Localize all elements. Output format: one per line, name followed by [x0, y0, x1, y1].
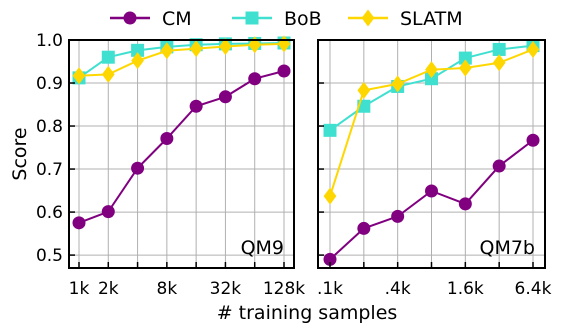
- ticks-qm9: 0.5 0.6 0.7 0.8 0.9 1.0 1k 2k 8k 32k 128k: [36, 31, 305, 299]
- series-qm7b: [323, 39, 540, 266]
- legend-label: SLATM: [400, 8, 463, 30]
- data-point-cm: [72, 216, 86, 230]
- y-axis-label: Score: [9, 127, 31, 180]
- panel-annotation-qm9: QM9: [241, 237, 284, 259]
- legend-entry-slatm: SLATM: [348, 8, 463, 30]
- panel-qm9: 0.5 0.6 0.7 0.8 0.9 1.0 1k 2k 8k 32k 128k QM9: [36, 31, 305, 299]
- data-point-cm: [101, 205, 115, 219]
- data-point-slatm: [323, 187, 337, 205]
- data-point-slatm: [219, 37, 232, 55]
- data-point-bob: [323, 123, 337, 137]
- data-point-bob: [492, 42, 506, 56]
- legend-marker: [245, 11, 259, 25]
- data-point-cm: [357, 221, 371, 235]
- legend-entry-cm: CM: [110, 8, 192, 30]
- x-tick-label: .4k: [385, 279, 411, 299]
- data-point-slatm: [357, 81, 371, 99]
- data-point-cm: [492, 159, 506, 173]
- legend-label: CM: [162, 8, 192, 30]
- data-point-slatm: [189, 40, 203, 58]
- x-tick-label: 1.6k: [447, 279, 484, 299]
- y-tick-label: 0.9: [36, 74, 63, 94]
- x-axis-label: # training samples: [217, 302, 398, 324]
- x-tick-label: .1k: [317, 279, 343, 299]
- data-point-slatm: [160, 42, 174, 60]
- data-point-cm: [458, 197, 472, 211]
- legend: CM BoB SLATM: [110, 8, 463, 30]
- data-point-bob: [458, 51, 472, 65]
- data-point-slatm: [72, 67, 86, 85]
- data-point-cm: [248, 72, 262, 86]
- data-point-slatm: [131, 52, 144, 70]
- legend-label: BoB: [284, 8, 322, 30]
- data-point-slatm: [425, 61, 438, 79]
- data-point-cm: [131, 161, 145, 175]
- data-point-cm: [189, 99, 203, 113]
- ticks-qm7b: .1k .4k 1.6k 6.4k: [317, 39, 552, 299]
- data-point-cm: [277, 64, 291, 78]
- x-tick-label: 128k: [263, 279, 305, 299]
- data-point-cm: [391, 209, 405, 223]
- data-point-slatm: [492, 54, 506, 72]
- data-point-cm: [218, 90, 232, 104]
- y-tick-label: 0.6: [36, 203, 63, 223]
- x-tick-label: 1k: [69, 279, 90, 299]
- data-point-slatm: [458, 59, 472, 77]
- data-point-slatm: [526, 40, 540, 58]
- data-point-bob: [101, 50, 115, 64]
- x-tick-label: 2k: [98, 279, 119, 299]
- data-point-cm: [323, 252, 337, 266]
- data-point-cm: [160, 132, 174, 146]
- y-tick-label: 1.0: [36, 31, 63, 51]
- series-line-cm: [78, 70, 285, 224]
- series-qm9: [72, 35, 291, 230]
- y-tick-label: 0.8: [36, 117, 63, 137]
- data-point-cm: [425, 184, 438, 198]
- data-point-bob: [131, 43, 145, 57]
- legend-marker: [361, 9, 375, 27]
- x-tick-label: 6.4k: [515, 279, 552, 299]
- panel-qm7b: .1k .4k 1.6k 6.4k QM7b: [317, 39, 552, 299]
- panel-annotation-qm7b: QM7b: [480, 237, 536, 259]
- y-tick-label: 0.5: [36, 246, 63, 266]
- x-tick-label: 32k: [210, 279, 242, 299]
- x-tick-label: 8k: [157, 279, 178, 299]
- data-point-cm: [526, 133, 540, 147]
- legend-marker: [123, 11, 137, 25]
- plot-frame-qm9: [68, 39, 295, 269]
- data-point-slatm: [391, 75, 405, 93]
- data-point-slatm: [101, 65, 115, 83]
- data-point-bob: [425, 72, 438, 86]
- legend-entry-bob: BoB: [232, 8, 322, 30]
- y-tick-label: 0.7: [36, 160, 63, 180]
